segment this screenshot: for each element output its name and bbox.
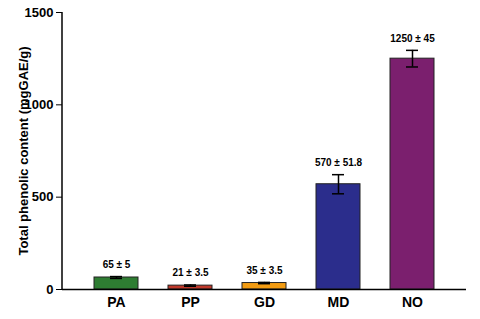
svg-text:PA: PA xyxy=(107,294,125,310)
svg-text:0: 0 xyxy=(46,282,53,297)
svg-text:MD: MD xyxy=(328,294,350,310)
svg-text:1500: 1500 xyxy=(25,5,54,20)
svg-text:35 ± 3.5: 35 ± 3.5 xyxy=(246,265,283,276)
svg-text:Total phenolic content (mgGAE/: Total phenolic content (mgGAE/g) xyxy=(16,46,31,255)
svg-text:GD: GD xyxy=(254,294,275,310)
svg-text:NO: NO xyxy=(402,294,423,310)
svg-text:1250 ± 45: 1250 ± 45 xyxy=(390,33,435,44)
svg-text:65 ± 5: 65 ± 5 xyxy=(103,259,131,270)
svg-text:1000: 1000 xyxy=(24,97,54,112)
svg-text:570 ± 51.8: 570 ± 51.8 xyxy=(315,157,363,168)
svg-text:PP: PP xyxy=(181,294,200,310)
svg-text:21 ± 3.5: 21 ± 3.5 xyxy=(172,267,209,278)
svg-text:500: 500 xyxy=(32,189,54,204)
